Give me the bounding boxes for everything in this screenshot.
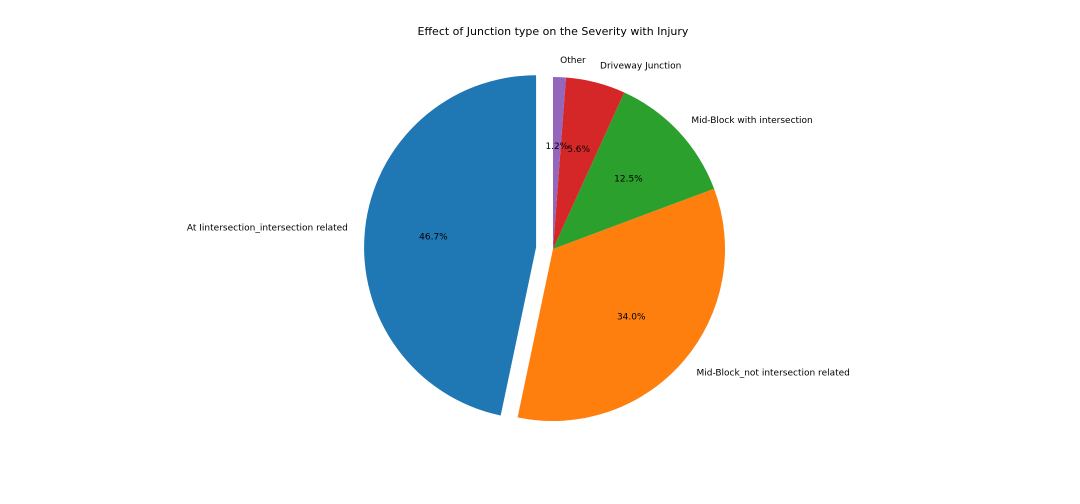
pie-labels: 46.7% At Iintersection_intersection relat…: [187, 56, 850, 378]
slice-category-label: Mid-Block with intersection: [691, 116, 812, 126]
pie-slices: [364, 75, 725, 421]
pie-slice-2: [553, 92, 715, 249]
pie-slice-1: [517, 188, 725, 421]
pie-slice-4: [553, 77, 566, 249]
chart-title: Effect of Junction type on the Severity …: [418, 25, 689, 38]
pie-slice-3: [553, 77, 625, 249]
slice-category-label: Other: [560, 56, 586, 66]
slice-percent-label: 34.0%: [617, 312, 646, 322]
slice-percent-label: 5.6%: [567, 145, 590, 155]
slice-percent-label: 46.7%: [419, 233, 448, 243]
slice-percent-label: 12.5%: [614, 175, 643, 185]
slice-category-label: Mid-Block_not intersection related: [696, 368, 849, 378]
slice-category-label: At Iintersection_intersection related: [187, 224, 348, 234]
pie-slice-0: [364, 75, 537, 416]
slice-percent-label: 1.2%: [545, 142, 568, 152]
slice-category-label: Driveway Junction: [600, 62, 681, 72]
